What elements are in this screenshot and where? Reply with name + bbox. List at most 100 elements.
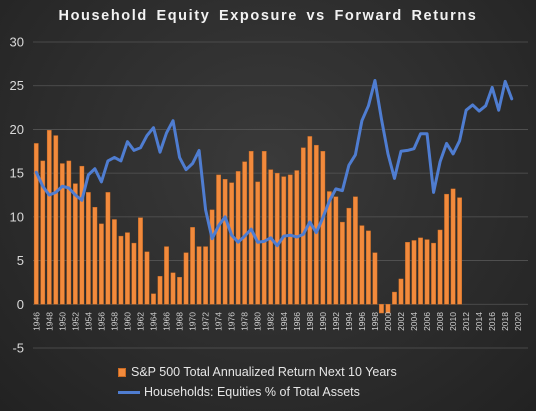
- x-tick-label: 1972: [201, 312, 211, 331]
- bar: [313, 144, 319, 305]
- x-tick-label: 1968: [175, 312, 185, 331]
- bar: [92, 207, 98, 305]
- x-tick-label: 1946: [31, 312, 41, 331]
- x-tick-label: 1950: [57, 312, 67, 331]
- bar: [125, 232, 130, 305]
- x-tick-label: 1980: [253, 312, 263, 331]
- bar: [209, 209, 215, 305]
- legend-swatch-line: [118, 390, 140, 394]
- bar: [457, 197, 462, 305]
- bar: [431, 242, 436, 305]
- bar: [40, 160, 46, 305]
- bar: [353, 196, 358, 305]
- bar: [418, 237, 423, 305]
- bar: [170, 272, 176, 305]
- x-tick-label: 1960: [122, 312, 132, 331]
- x-tick-label: 2014: [474, 312, 484, 331]
- x-tick-label: 1962: [135, 312, 145, 331]
- chart-title: Household Equity Exposure vs Forward Ret…: [58, 8, 478, 24]
- bar: [99, 223, 104, 305]
- bar: [320, 151, 326, 305]
- bar: [229, 182, 235, 305]
- legend-item-line: Households: Equities % of Total Assets: [118, 385, 360, 399]
- bar: [86, 192, 91, 305]
- y-tick-label: 30: [10, 35, 24, 50]
- x-tick-label: 1988: [305, 312, 315, 331]
- bar: [411, 240, 417, 305]
- x-tick-label: 1966: [162, 312, 172, 331]
- x-tick-label: 1994: [344, 312, 354, 331]
- x-tick-label: 1998: [370, 312, 380, 331]
- bar: [59, 163, 65, 305]
- bar: [157, 276, 163, 305]
- legend-label-bars: S&P 500 Total Annualized Return Next 10 …: [131, 365, 397, 379]
- bar: [287, 174, 293, 305]
- y-tick-label: 15: [10, 166, 24, 181]
- x-tick-label: 2020: [513, 312, 523, 331]
- y-tick-label: 25: [10, 78, 24, 93]
- bar: [216, 174, 221, 305]
- bar: [164, 246, 169, 305]
- x-tick-label: 1978: [240, 312, 250, 331]
- bar: [118, 235, 124, 305]
- bar: [79, 165, 85, 305]
- bar: [398, 278, 404, 305]
- x-tick-label: 1984: [279, 312, 289, 331]
- x-tick-label: 2000: [383, 312, 393, 331]
- bar: [274, 172, 280, 305]
- bar: [53, 135, 59, 305]
- bar: [392, 291, 397, 305]
- x-tick-label: 2002: [396, 312, 406, 331]
- bar: [190, 227, 195, 305]
- bar: [437, 229, 443, 305]
- bar: [235, 171, 241, 305]
- x-tick-label: 2018: [500, 312, 510, 331]
- x-tick-label: 1958: [109, 312, 119, 331]
- bar: [196, 246, 202, 305]
- bar: [46, 130, 52, 305]
- bar: [359, 225, 365, 305]
- bar: [346, 207, 352, 305]
- x-tick-label: 2010: [448, 312, 458, 331]
- series-line: [34, 78, 514, 248]
- x-tick-label: 1954: [83, 312, 93, 331]
- x-tick-label: 1982: [266, 312, 276, 331]
- y-tick-label: 10: [10, 209, 24, 224]
- legend-item-bars: S&P 500 Total Annualized Return Next 10 …: [118, 365, 397, 379]
- bar: [444, 193, 449, 305]
- bar: [203, 246, 208, 305]
- x-tick-label: 1992: [331, 312, 341, 331]
- bar: [144, 251, 150, 305]
- bar: [33, 143, 39, 305]
- x-tick-label: 1952: [70, 312, 80, 331]
- x-tick-label: 1996: [357, 312, 367, 331]
- x-tick-label: 1970: [188, 312, 198, 331]
- x-tick-label: 1986: [292, 312, 302, 331]
- y-tick-label: 0: [17, 297, 24, 312]
- bar: [177, 276, 182, 305]
- x-tick-label: 2016: [487, 312, 497, 331]
- x-tick-label: 1974: [214, 312, 224, 331]
- y-tick-label: 20: [10, 122, 24, 137]
- bar: [112, 219, 117, 305]
- bar: [131, 242, 137, 305]
- bar: [372, 252, 378, 305]
- bar: [405, 242, 410, 305]
- bar: [183, 252, 189, 305]
- bar: [72, 183, 78, 305]
- bar: [66, 160, 72, 305]
- x-tick-label: 1948: [44, 312, 54, 331]
- x-tick-label: 1976: [227, 312, 237, 331]
- bar: [379, 304, 384, 314]
- bar: [105, 192, 111, 305]
- bar: [424, 239, 430, 305]
- bar: [300, 147, 306, 305]
- bar: [151, 293, 156, 305]
- bar: [366, 230, 371, 305]
- legend-label-line: Households: Equities % of Total Assets: [144, 385, 360, 399]
- legend-swatch-bar: [118, 367, 126, 377]
- bar: [261, 151, 267, 305]
- x-tick-label: 1990: [318, 312, 328, 331]
